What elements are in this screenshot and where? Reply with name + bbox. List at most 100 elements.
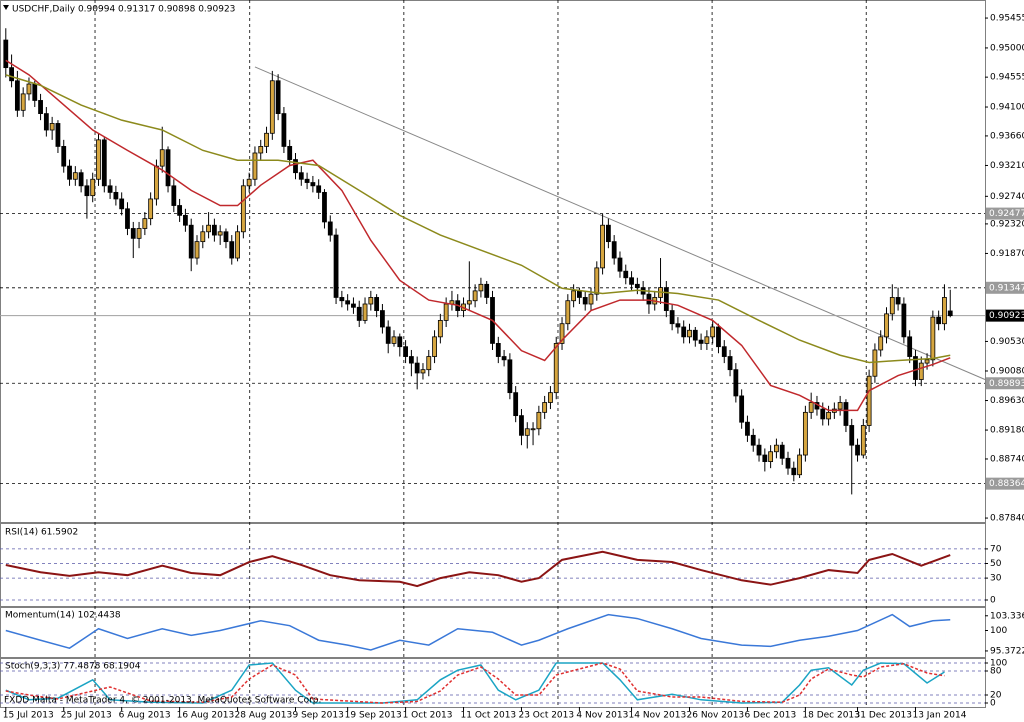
candle-body	[605, 224, 611, 243]
candle-body	[130, 228, 136, 239]
candle-body	[756, 444, 762, 456]
candle-body	[368, 297, 374, 305]
candle-body	[264, 132, 269, 147]
footer: FXDD Malta - MetaTrader 4, © 2001-2013, …	[4, 696, 321, 706]
candle-body	[791, 467, 797, 476]
y-tick-label: 0.90530	[990, 337, 1024, 347]
candle-body	[32, 83, 38, 101]
y-tick-label: 0	[990, 596, 996, 606]
y-tick-label: 70	[990, 544, 1002, 554]
candle-body	[200, 231, 206, 243]
candle-body	[414, 362, 420, 374]
candle-body	[281, 113, 287, 147]
candle-body	[258, 146, 264, 154]
candle-body	[507, 359, 513, 394]
candle-body	[374, 297, 380, 311]
pane-title: USDCHF,Daily 0.90994 0.91317 0.90898 0.9…	[12, 5, 235, 15]
candle-body	[310, 182, 316, 187]
candle-body	[774, 444, 779, 453]
y-tick-label: 0.94100	[990, 103, 1024, 113]
candle-body	[826, 411, 831, 420]
candle-body	[542, 402, 548, 413]
candle-body	[750, 434, 756, 446]
candle-body	[710, 326, 716, 338]
candle-body	[681, 326, 687, 338]
candle-body	[548, 392, 553, 403]
pane-title: RSI(14) 61.5902	[5, 528, 78, 538]
y-tick-label: 0.93210	[990, 161, 1024, 171]
y-tick-label: 100	[990, 626, 1007, 636]
x-tick-label: 23 Oct 2013	[518, 711, 574, 721]
candle-body	[397, 336, 403, 348]
indicator-line	[5, 662, 945, 704]
candle-body	[716, 326, 721, 348]
candle-body	[443, 303, 449, 321]
candle-body	[345, 300, 351, 305]
candle-body	[895, 297, 901, 305]
x-tick-label: 28 Aug 2013	[235, 711, 293, 721]
candle-body	[466, 300, 472, 305]
candle-body	[287, 146, 293, 160]
x-tick-label: 15 Jul 2013	[3, 711, 54, 721]
candle-body	[629, 277, 634, 285]
candle-body	[148, 198, 154, 220]
x-tick-label: 11 Oct 2013	[461, 711, 517, 721]
candle-body	[565, 300, 571, 325]
candle-body	[762, 454, 768, 462]
candle-body	[43, 113, 49, 131]
candle-body	[524, 428, 530, 436]
candle-body	[866, 375, 872, 426]
candle-body	[235, 231, 240, 259]
candle-body	[849, 425, 855, 446]
indicator-line	[5, 74, 951, 364]
y-tick-label: 0	[990, 699, 996, 709]
candle-body	[322, 191, 327, 223]
candle-body	[240, 185, 246, 233]
candle-body	[930, 316, 936, 361]
trend-line	[254, 66, 986, 380]
candle-body	[154, 165, 159, 200]
candle-body	[380, 310, 385, 328]
candle-body	[513, 392, 519, 417]
level-label: 0.91347	[989, 283, 1024, 293]
candle-body	[530, 428, 536, 431]
candle-body	[739, 395, 745, 423]
candle-body	[165, 149, 171, 187]
candle-body	[84, 185, 90, 197]
candle-body	[692, 329, 698, 341]
candle-body	[768, 451, 774, 462]
y-tick-label: 0.95000	[990, 43, 1024, 53]
candle-body	[432, 336, 437, 357]
y-tick-label: 0.89180	[990, 426, 1024, 436]
candle-body	[559, 323, 565, 344]
candle-body	[704, 336, 710, 344]
candle-body	[275, 80, 281, 114]
y-tick-label: 80	[990, 667, 1002, 677]
y-tick-label: 0.92320	[990, 219, 1024, 229]
candle-body	[96, 139, 101, 180]
candle-body	[67, 165, 72, 180]
candle-body	[9, 67, 14, 82]
candle-body	[495, 343, 501, 357]
candle-body	[142, 218, 148, 229]
candle-body	[420, 369, 426, 374]
candle-body	[78, 172, 84, 187]
candle-body	[785, 457, 791, 469]
level-label: 0.89893	[989, 379, 1024, 389]
candle-body	[61, 146, 67, 167]
indicator-line	[5, 662, 945, 704]
y-tick-label: 20	[990, 691, 1002, 701]
candle-body	[582, 297, 588, 305]
candle-body	[611, 241, 617, 259]
candle-body	[843, 402, 849, 426]
candle-body	[617, 257, 623, 272]
candle-body	[333, 234, 339, 298]
candle-body	[808, 402, 814, 413]
y-tick-label: 0.88740	[990, 454, 1024, 464]
candle-body	[855, 444, 860, 456]
candle-body	[391, 336, 397, 344]
price-pane	[0, 0, 986, 523]
candle-body	[356, 306, 362, 321]
candle-body	[304, 178, 310, 183]
candle-body	[577, 290, 582, 298]
